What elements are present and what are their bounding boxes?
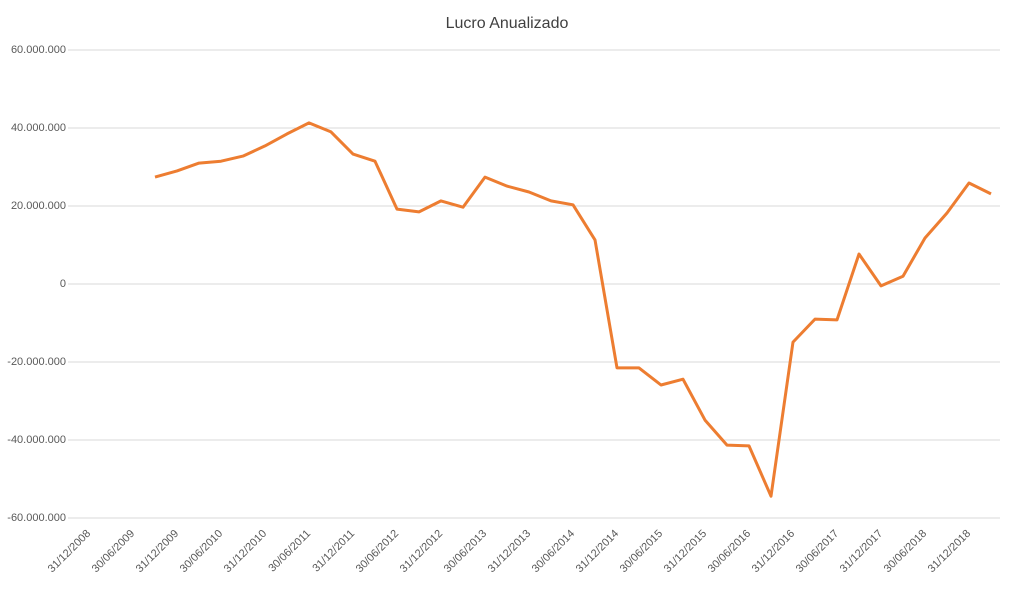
x-tick-label: 31/12/2016 — [750, 528, 797, 575]
x-tick-label: 30/06/2015 — [618, 528, 665, 575]
x-tick-label: 31/12/2018 — [926, 528, 973, 575]
y-tick-label: -20.000.000 — [7, 356, 66, 368]
x-tick-label: 31/12/2014 — [574, 528, 621, 575]
y-tick-label: 0 — [60, 278, 66, 290]
line-series — [154, 121, 992, 498]
x-tick-label: 30/06/2013 — [442, 528, 489, 575]
x-tick-label: 30/06/2014 — [530, 528, 577, 575]
x-tick-label: 31/12/2011 — [310, 528, 357, 575]
x-tick-label: 31/12/2015 — [662, 528, 709, 575]
x-tick-label: 30/06/2018 — [882, 528, 929, 575]
y-tick-label: -60.000.000 — [7, 512, 66, 524]
x-tick-label: 30/06/2017 — [794, 528, 841, 575]
x-tick-label: 31/12/2009 — [134, 528, 181, 575]
x-tick-label: 31/12/2008 — [46, 528, 93, 575]
x-tick-label: 31/12/2013 — [486, 528, 533, 575]
y-tick-label: 20.000.000 — [11, 200, 66, 212]
x-tick-label: 30/06/2016 — [706, 528, 753, 575]
x-tick-label: 31/12/2017 — [838, 528, 885, 575]
y-tick-label: -40.000.000 — [7, 434, 66, 446]
x-tick-label: 30/06/2012 — [354, 528, 401, 575]
x-tick-label: 30/06/2011 — [266, 528, 313, 575]
y-tick-label: 60.000.000 — [11, 44, 66, 56]
y-tick-label: 40.000.000 — [11, 122, 66, 134]
x-tick-label: 31/12/2010 — [222, 528, 269, 575]
x-tick-label: 30/06/2009 — [90, 528, 137, 575]
x-tick-label: 30/06/2010 — [178, 528, 225, 575]
chart-title: Lucro Anualizado — [446, 15, 569, 32]
x-tick-label: 31/12/2012 — [398, 528, 445, 575]
